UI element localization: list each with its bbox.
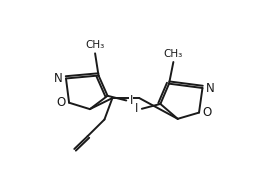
Text: N: N	[54, 72, 63, 85]
Text: N: N	[206, 81, 214, 95]
Text: O: O	[57, 96, 66, 109]
Text: I: I	[129, 94, 133, 107]
Text: CH₃: CH₃	[85, 40, 105, 50]
Text: CH₃: CH₃	[164, 49, 183, 59]
Text: O: O	[202, 106, 211, 119]
Text: I: I	[135, 102, 139, 115]
